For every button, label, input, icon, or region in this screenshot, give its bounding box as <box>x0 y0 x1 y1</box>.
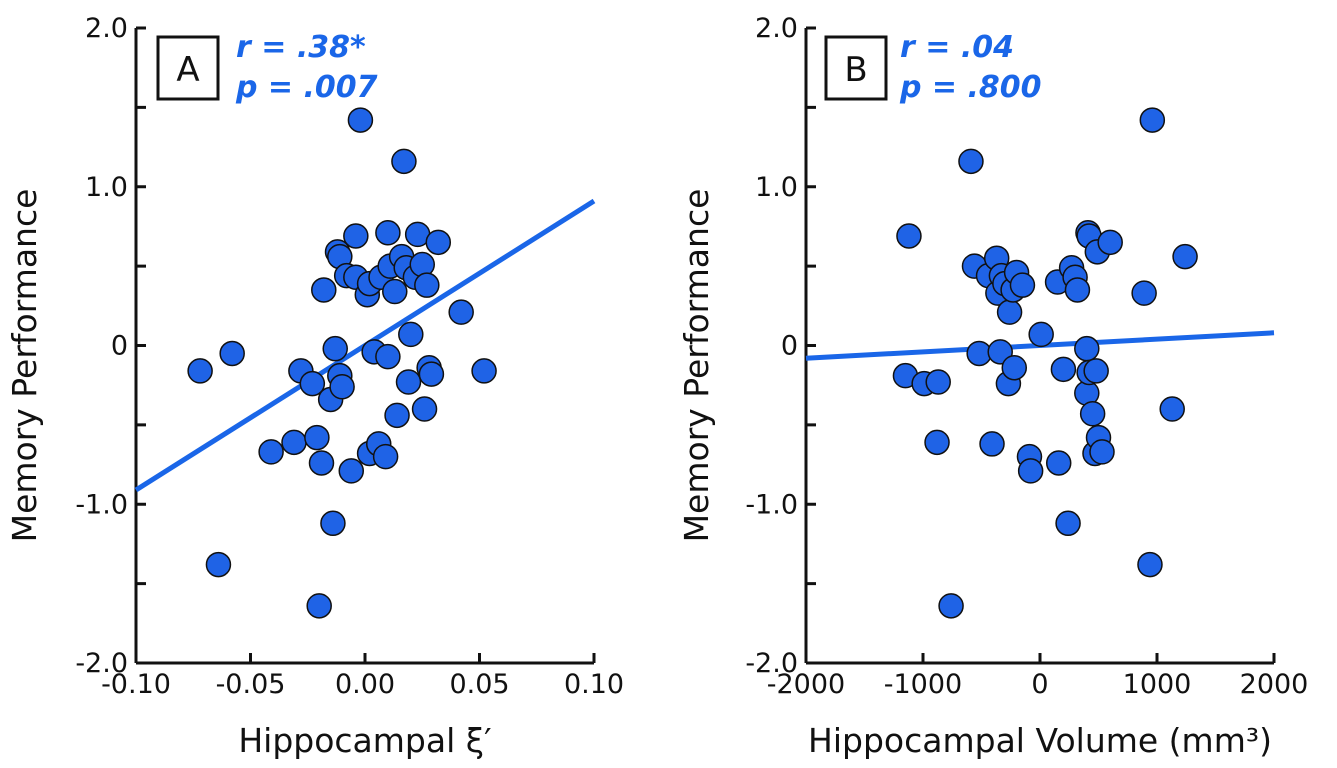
data-point <box>329 374 355 400</box>
data-point <box>1137 551 1163 578</box>
x-tick-label: 0.05 <box>449 669 509 700</box>
data-point <box>1050 356 1077 383</box>
data-point <box>924 429 950 456</box>
correlation-r-text: r = .38* <box>236 30 366 65</box>
y-tick-label: 1.0 <box>755 172 798 203</box>
y-tick-label: -2.0 <box>75 648 128 679</box>
data-point <box>1009 272 1036 298</box>
data-point <box>299 370 326 397</box>
data-point <box>304 424 330 451</box>
panel-label: A <box>176 50 199 90</box>
data-point <box>306 593 332 619</box>
data-point <box>425 229 452 256</box>
panel-label-box <box>156 35 220 101</box>
data-point <box>1131 280 1157 306</box>
data-point <box>1089 439 1115 465</box>
data-point <box>418 361 445 387</box>
correlation-p-text: p = .800 <box>899 70 1042 105</box>
data-point <box>471 358 497 384</box>
y-tick-label: 0 <box>781 331 798 362</box>
data-point <box>372 443 399 470</box>
data-point <box>347 107 374 133</box>
data-point <box>1083 358 1109 384</box>
correlation-p-text: p = .007 <box>235 70 378 105</box>
data-point <box>308 450 335 476</box>
data-point <box>384 402 410 429</box>
data-point <box>411 396 438 422</box>
data-point <box>311 277 337 303</box>
data-point <box>1028 321 1054 348</box>
data-point <box>1055 510 1081 537</box>
y-axis-title: Memory Performance <box>5 189 44 543</box>
x-tick-label: 1000 <box>1123 669 1192 700</box>
y-tick-label: 2.0 <box>755 13 798 44</box>
scatter-panel-b: -2.0 -1.0 0 1.0 2.0 -2000 -1000 0 1000 2000 Hippoc… <box>677 13 1308 760</box>
x-tick-label: -0.10 <box>101 669 171 700</box>
data-point <box>1159 396 1185 422</box>
data-point <box>322 335 348 362</box>
x-tick-label: -0.05 <box>216 669 286 700</box>
correlation-r-text: r = .04 <box>900 30 1014 65</box>
data-point <box>979 431 1005 457</box>
data-point <box>1139 107 1166 133</box>
data-point <box>1017 458 1044 484</box>
data-point <box>375 220 401 246</box>
data-point <box>925 369 951 395</box>
x-tick-label: 0 <box>1031 669 1048 700</box>
x-tick-label: 2000 <box>1240 669 1309 700</box>
data-point <box>219 340 245 367</box>
data-point <box>1045 450 1072 476</box>
panel-label: B <box>844 50 867 90</box>
data-point <box>448 299 474 325</box>
x-tick-label: 0.10 <box>564 669 624 700</box>
data-point <box>398 321 424 348</box>
panel-label-box <box>824 35 888 101</box>
data-point <box>205 551 232 578</box>
data-point <box>1079 401 1106 427</box>
data-point <box>1172 243 1198 270</box>
x-tick-label: -1000 <box>884 669 962 700</box>
data-point <box>338 458 365 484</box>
data-point <box>409 251 435 278</box>
x-tick-label: 0.00 <box>335 669 395 700</box>
y-tick-label: -2.0 <box>745 648 798 679</box>
y-tick-label: 0 <box>111 331 128 362</box>
data-point <box>395 369 422 395</box>
data-point <box>1001 354 1028 381</box>
data-point <box>414 272 440 298</box>
y-axis-title: Memory Performance <box>677 189 716 543</box>
y-tick-label: -1.0 <box>75 489 128 520</box>
x-axis-title: Hippocampal Volume (mm³) <box>808 721 1272 760</box>
y-tick-label: 1.0 <box>85 172 128 203</box>
y-tick-label: 2.0 <box>85 13 128 44</box>
data-point <box>896 223 922 249</box>
data-point <box>258 439 284 465</box>
data-point <box>996 299 1023 325</box>
data-point <box>966 340 992 367</box>
data-point <box>938 593 964 619</box>
data-point <box>958 148 984 175</box>
data-point <box>320 510 346 537</box>
x-tick-label: -2000 <box>767 669 845 700</box>
y-tick-label: -1.0 <box>745 489 798 520</box>
scatter-panel-a: -2.0 -1.0 0 1.0 2.0 -0.10 -0.05 0.00 0.05 0.10 Hip… <box>5 13 624 760</box>
data-point <box>343 223 369 249</box>
data-point <box>1064 277 1091 303</box>
data-point <box>281 429 307 456</box>
x-axis-title: Hippocampal ξ′ <box>238 721 491 760</box>
data-point <box>1097 229 1123 256</box>
data-point <box>375 343 401 370</box>
data-point <box>1074 335 1100 362</box>
data-point <box>391 148 417 175</box>
data-point <box>187 358 213 384</box>
data-point <box>382 278 408 305</box>
